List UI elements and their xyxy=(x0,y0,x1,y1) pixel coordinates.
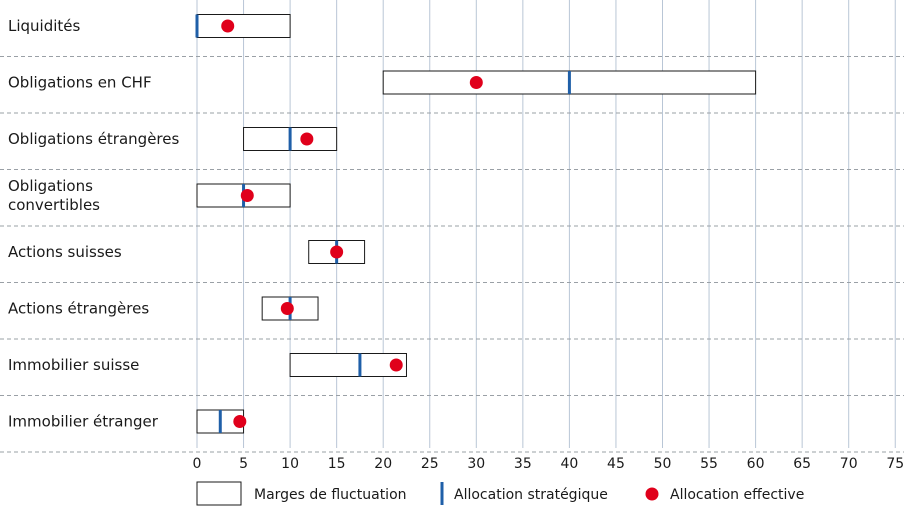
category-label: Obligations convertibles xyxy=(8,177,100,214)
effective-allocation-point xyxy=(221,19,235,33)
category-label-line: Liquidités xyxy=(8,17,81,35)
chart-marks xyxy=(195,14,757,434)
legend-label-effective: Allocation effective xyxy=(670,487,804,503)
x-tick-label: 60 xyxy=(747,456,765,472)
grid xyxy=(196,0,896,448)
effective-allocation-point xyxy=(280,302,294,315)
x-tick-label: 55 xyxy=(700,456,718,472)
category-label-line: Immobilier étranger xyxy=(8,413,159,431)
legend-label-strategic: Allocation stratégique xyxy=(454,487,608,503)
category-label: Immobilier suisse xyxy=(8,356,139,374)
category-label: Immobilier étranger xyxy=(8,413,159,431)
category-label-line: Immobilier suisse xyxy=(8,356,139,374)
category-label: Liquidités xyxy=(8,17,81,35)
effective-allocation-point xyxy=(233,415,247,428)
x-tick-label: 75 xyxy=(886,456,904,472)
category-label: Obligations en CHF xyxy=(8,74,152,92)
category-label-line: Obligations xyxy=(8,177,93,195)
legend-swatch-range xyxy=(196,481,242,506)
x-tick-label: 65 xyxy=(793,456,811,472)
category-label: Obligations étrangères xyxy=(8,130,179,148)
x-tick-label: 5 xyxy=(239,456,248,472)
legend-swatch-effective xyxy=(645,487,659,501)
x-axis-ticks: 0 5 10 15 20 25 30 35 40 45 50 55 60 65 70 75 xyxy=(193,456,904,472)
fluctuation-range-bar xyxy=(196,14,291,38)
effective-allocation-point xyxy=(389,358,403,372)
effective-allocation-point xyxy=(469,76,483,89)
x-tick-label: 10 xyxy=(281,456,299,472)
x-tick-label: 20 xyxy=(374,456,392,472)
effective-allocation-point xyxy=(330,245,344,259)
effective-allocation-point xyxy=(240,189,254,202)
x-tick-label: 40 xyxy=(560,456,578,472)
category-label-line: Obligations étrangères xyxy=(8,130,179,148)
legend-label-range: Marges de fluctuation xyxy=(254,487,407,503)
x-tick-label: 50 xyxy=(654,456,672,472)
x-tick-label: 45 xyxy=(607,456,625,472)
category-label: Actions suisses xyxy=(8,243,122,261)
fluctuation-range-bar xyxy=(289,353,407,377)
category-labels: Liquidités Obligations en CHF Obligations … xyxy=(8,17,179,431)
x-tick-label: 0 xyxy=(193,456,202,472)
category-label-line: convertibles xyxy=(8,196,100,214)
x-tick-label: 15 xyxy=(328,456,346,472)
x-tick-label: 25 xyxy=(421,456,439,472)
category-label-line: Actions suisses xyxy=(8,243,122,261)
legend: Marges de fluctuation Allocation stratégi… xyxy=(196,481,804,506)
row-separators xyxy=(0,56,904,453)
category-label-line: Actions étrangères xyxy=(8,300,149,318)
x-tick-label: 35 xyxy=(514,456,532,472)
effective-allocation-point xyxy=(300,132,314,146)
x-tick-label: 70 xyxy=(840,456,858,472)
x-tick-label: 30 xyxy=(467,456,485,472)
category-label: Actions étrangères xyxy=(8,300,149,318)
category-label-line: Obligations en CHF xyxy=(8,74,152,92)
